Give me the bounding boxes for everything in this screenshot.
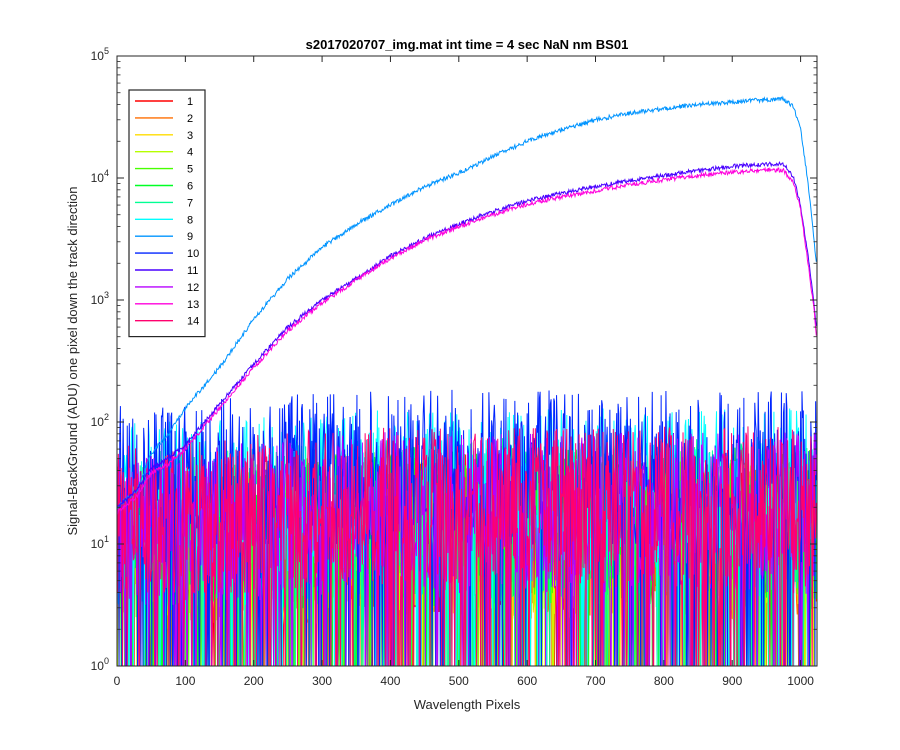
chart-title: s2017020707_img.mat int time = 4 sec NaN… [306,37,629,52]
series-layer [117,95,817,666]
legend-label-2: 2 [187,113,193,125]
legend-label-10: 10 [187,248,199,260]
series-13-line [117,166,817,515]
x-axis-label: Wavelength Pixels [414,697,521,712]
y-axis-label: Signal-BackGround (ADU) one pixel down t… [65,186,80,535]
legend-label-4: 4 [187,147,193,159]
y-tick-label: 101 [91,534,109,551]
legend-label-5: 5 [187,164,193,176]
legend-label-11: 11 [187,265,198,277]
y-tick-label: 103 [91,290,109,307]
y-tick-label: 104 [91,168,109,185]
x-tick-label: 700 [586,674,606,688]
series-9-line [117,95,817,510]
series-11-line [117,161,817,508]
legend-label-1: 1 [187,96,193,108]
legend-label-9: 9 [187,231,193,243]
x-tick-label: 200 [244,674,264,688]
y-tick-label: 105 [91,46,109,63]
legend-label-6: 6 [187,181,193,193]
x-tick-label: 500 [449,674,469,688]
plot-area-frame [116,55,818,667]
x-tick-label: 300 [312,674,332,688]
x-tick-label: 900 [722,674,742,688]
x-tick-label: 400 [380,674,400,688]
legend-box [128,89,206,338]
series-14-line [117,426,817,666]
x-tick-label: 100 [175,674,195,688]
legend-label-8: 8 [187,214,193,226]
legend-label-3: 3 [187,130,193,142]
x-tick-label: 800 [654,674,674,688]
legend-label-13: 13 [187,299,199,311]
legend-label-12: 12 [187,282,199,294]
legend-label-7: 7 [187,197,193,209]
x-tick-label: 0 [114,674,121,688]
x-axis: 0 100 200 300 400 500 600 700 800 900 1000 [114,56,814,688]
y-tick-label: 100 [91,656,109,673]
y-tick-label: 102 [91,412,109,429]
x-tick-label: 1000 [787,674,814,688]
x-tick-label: 600 [517,674,537,688]
legend-label-14: 14 [187,316,199,328]
